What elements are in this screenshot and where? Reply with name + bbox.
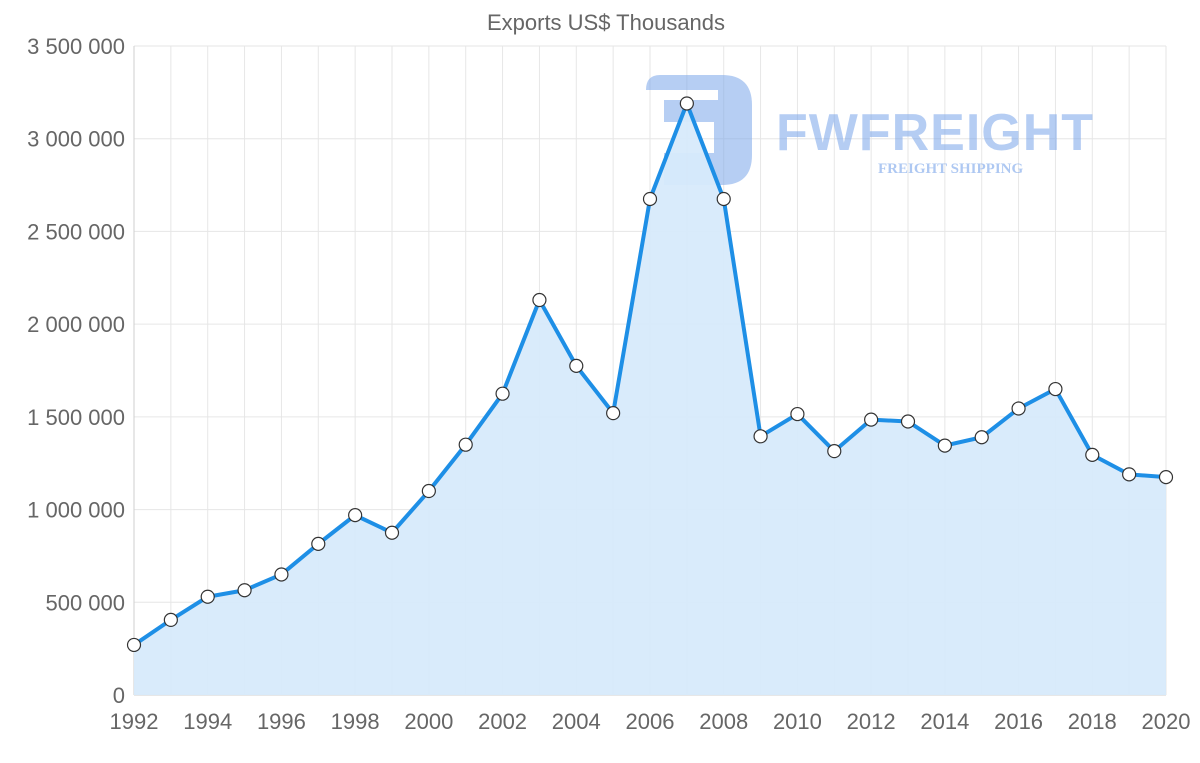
data-point-1996[interactable] [274,567,289,582]
x-tick-label: 1994 [183,709,232,734]
x-tick-label: 2016 [994,709,1043,734]
data-point-2001[interactable] [458,437,473,452]
area-fill-layer [134,103,1166,696]
data-point-2009[interactable] [753,429,768,444]
data-point-2010[interactable] [790,406,805,422]
y-tick-label: 0 [113,683,125,708]
x-tick-label: 2020 [1142,709,1191,734]
x-tick-label: 1992 [110,709,159,734]
data-point-1992[interactable] [126,637,142,653]
x-tick-label: 2006 [626,709,675,734]
data-point-2015[interactable] [974,430,989,445]
watermark-brand: FWFREIGHT [776,104,1094,162]
data-point-1995[interactable] [237,583,252,598]
data-point-2016[interactable] [1011,401,1026,416]
data-point-2012[interactable] [864,412,879,427]
x-tick-label: 2014 [920,709,969,734]
data-point-2011[interactable] [827,444,842,459]
data-point-1999[interactable] [384,525,400,540]
y-tick-label: 1 000 000 [27,498,125,523]
data-point-2013[interactable] [900,414,916,429]
x-tick-label: 2008 [699,709,748,734]
data-point-2018[interactable] [1085,447,1100,462]
x-axis-tick-labels: 1992 1994 1996 1998 2000 2002 2004 2006 2008 2010… [110,709,1191,734]
y-tick-label: 1 500 000 [27,405,125,430]
data-point-2003[interactable] [532,292,547,308]
data-point-1994[interactable] [200,589,215,604]
y-tick-label: 500 000 [45,590,125,615]
data-point-1997[interactable] [311,536,326,551]
data-point-2002[interactable] [495,386,510,401]
data-point-2007[interactable] [679,96,694,111]
data-point-1993[interactable] [163,612,178,628]
chart-title: Exports US$ Thousands [487,10,725,35]
data-point-2004[interactable] [569,358,584,373]
y-tick-label: 3 500 000 [27,34,125,59]
data-point-2020[interactable] [1158,470,1174,485]
y-tick-label: 2 000 000 [27,312,125,337]
x-tick-label: 2010 [773,709,822,734]
x-tick-label: 1996 [257,709,306,734]
x-tick-label: 1998 [331,709,380,734]
data-points-layer [126,96,1174,653]
y-tick-label: 3 000 000 [27,127,125,152]
y-tick-label: 2 500 000 [27,219,125,244]
data-point-2019[interactable] [1122,467,1137,482]
data-point-2005[interactable] [606,406,621,421]
watermark-tagline: FREIGHT SHIPPING [878,161,1023,177]
data-point-2006[interactable] [642,191,658,207]
y-axis-tick-labels: 0 500 000 1 000 000 1 500 000 2 000 000 2 500… [27,34,125,708]
data-point-2008[interactable] [716,191,731,207]
series-area-fill [134,103,1166,696]
data-point-1998[interactable] [348,508,363,523]
data-point-2000[interactable] [421,483,436,499]
x-tick-label: 2018 [1068,709,1117,734]
x-tick-label: 2012 [847,709,896,734]
x-tick-label: 2000 [404,709,453,734]
x-tick-label: 2002 [478,709,527,734]
data-point-2014[interactable] [937,438,952,453]
x-tick-label: 2004 [552,709,601,734]
data-point-2017[interactable] [1048,381,1063,397]
